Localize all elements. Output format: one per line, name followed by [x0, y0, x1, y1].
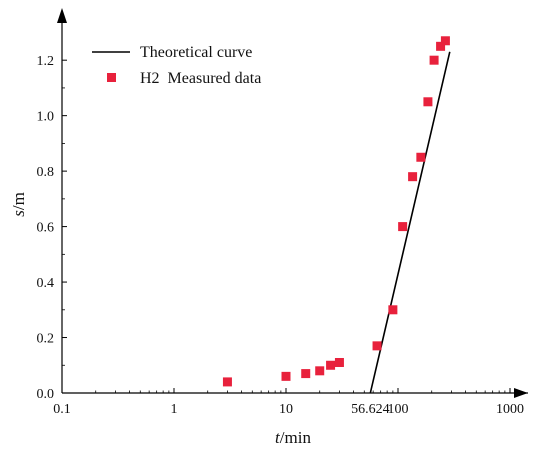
theoretical-curve-line	[369, 51, 451, 394]
x-tick-label: 0.1	[53, 402, 71, 417]
measured-data-point	[334, 357, 344, 367]
x-tick-label: 1	[171, 402, 178, 417]
measured-data-point	[436, 41, 446, 51]
y-tick-label: 0.4	[37, 276, 55, 291]
measured-data-point	[398, 222, 408, 232]
x-axis-title: t/min	[275, 428, 311, 447]
measured-data-point	[440, 36, 450, 46]
legend-label-measured: H2 Measured data	[140, 70, 261, 87]
y-axis-title-unit: /m	[9, 192, 28, 210]
x-tick-label: 1000	[496, 402, 524, 417]
x-tick-label: 100	[388, 402, 409, 417]
measured-data-point	[388, 305, 398, 315]
y-tick-label: 0.2	[37, 332, 55, 347]
x-axis-title-unit: /min	[280, 428, 312, 447]
data-series	[222, 36, 451, 394]
measured-data-point	[429, 55, 439, 65]
measured-data-point	[372, 341, 382, 351]
measured-data-point	[416, 152, 426, 162]
x-tick-label: 10	[279, 402, 293, 417]
measured-data-point	[222, 377, 232, 387]
y-tick-label: 0.8	[37, 165, 55, 180]
y-axis-arrow	[57, 8, 67, 23]
measured-data-point	[315, 366, 325, 376]
measured-data-point	[423, 97, 433, 107]
y-axis-title-symbol: s	[9, 210, 28, 217]
legend: Theoretical curve H2 Measured data	[92, 44, 261, 87]
legend-label-theoretical: Theoretical curve	[140, 44, 252, 61]
y-tick-label: 1.2	[37, 54, 55, 69]
measured-data-point	[408, 172, 418, 182]
y-tick-label: 1.0	[37, 110, 55, 125]
x-tick-label: 56.624	[351, 402, 390, 417]
axes	[57, 8, 528, 398]
measured-data-point	[326, 360, 336, 370]
y-tick-label: 0.0	[37, 387, 55, 402]
axis-titles: t/min s/m	[9, 192, 311, 447]
y-tick-label: 0.6	[37, 221, 55, 236]
measured-data-point	[281, 371, 291, 381]
legend-marker-swatch	[107, 73, 116, 82]
y-axis-title: s/m	[9, 192, 28, 217]
x-axis-title-symbol: t	[275, 428, 281, 447]
measured-data-point	[301, 369, 311, 379]
x-axis-arrow	[514, 388, 528, 398]
